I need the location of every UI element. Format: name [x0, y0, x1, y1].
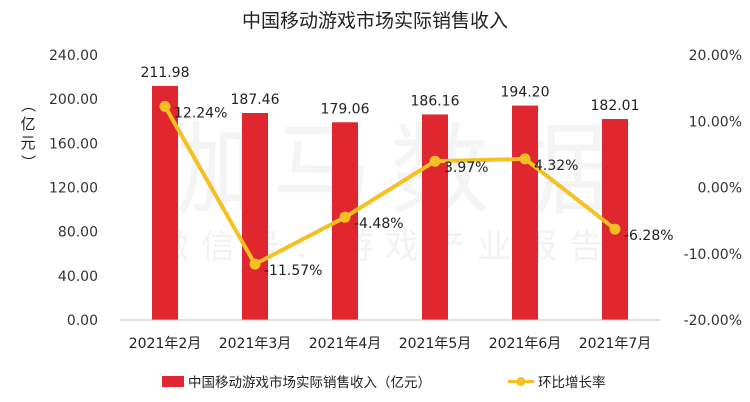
- bar-value-label: 211.98: [141, 65, 190, 81]
- line-point: [429, 155, 441, 167]
- y-left-tick-label: 80.00: [58, 225, 98, 241]
- line-point: [609, 223, 621, 235]
- bar: [512, 105, 538, 320]
- line-point: [249, 258, 261, 270]
- line-value-label: -11.57%: [264, 263, 322, 279]
- bar-value-label: 186.16: [411, 93, 460, 109]
- legend-label-bar: 中国移动游戏市场实际销售收入（亿元）: [188, 374, 431, 391]
- bar: [602, 119, 628, 320]
- bar-value-label: 179.06: [321, 101, 370, 117]
- line-path: [163, 105, 617, 267]
- line-value-label: -6.28%: [624, 228, 674, 244]
- y-axis-left-label-char: 元: [20, 134, 35, 152]
- y-axis-left-ticks: 0.00 40.00 80.00 120.00 160.00 200.00 240.00: [49, 48, 98, 329]
- line-series: [159, 100, 621, 270]
- bar-value-label: 187.46: [231, 92, 280, 108]
- y-left-tick-label: 40.00: [58, 269, 98, 285]
- y-right-tick-label: -20.00%: [684, 313, 742, 329]
- line-value-labels: 12.24% -11.57% -4.48% 3.97% 4.32% -6.28%: [174, 105, 674, 279]
- bar-value-labels: 211.98 187.46 179.06 186.16 194.20 182.01: [141, 65, 640, 117]
- y-axis-left-label-char: （: [19, 97, 37, 112]
- line-value-label: 3.97%: [444, 160, 488, 176]
- line-value-label: 12.24%: [174, 105, 227, 121]
- legend-marker-line: [516, 377, 526, 386]
- y-right-tick-label: 0.00%: [698, 181, 742, 197]
- x-tick-label: 2021年7月: [579, 336, 652, 352]
- x-tick-label: 2021年2月: [129, 336, 202, 352]
- bar-value-label: 194.20: [501, 85, 550, 101]
- x-tick-label: 2021年4月: [309, 336, 382, 352]
- y-left-tick-label: 200.00: [49, 92, 98, 108]
- y-right-tick-label: 10.00%: [689, 114, 742, 130]
- line-value-label: 4.32%: [534, 158, 578, 174]
- y-left-tick-label: 0.00: [67, 313, 98, 329]
- watermark-sub: 微信号：游戏产业报告: [155, 227, 615, 267]
- y-left-tick-label: 120.00: [49, 181, 98, 197]
- bar: [242, 113, 268, 321]
- x-tick-label: 2021年5月: [399, 336, 472, 352]
- line-value-label: -4.48%: [354, 216, 404, 232]
- line-point: [519, 153, 531, 165]
- line-point: [339, 211, 351, 223]
- chart-title: 中国移动游戏市场实际销售收入: [242, 10, 508, 32]
- y-left-tick-label: 240.00: [49, 48, 98, 64]
- y-axis-left-label-char: ）: [19, 154, 37, 169]
- legend: 中国移动游戏市场实际销售收入（亿元） 环比增长率: [162, 374, 606, 391]
- y-left-tick-label: 160.00: [49, 136, 98, 152]
- y-right-tick-label: -10.00%: [684, 247, 742, 263]
- y-axis-left-label: （ 亿元 ）: [19, 97, 37, 169]
- legend-swatch-bar: [162, 376, 184, 387]
- x-tick-label: 2021年3月: [219, 336, 292, 352]
- y-axis-right-ticks: -20.00% -10.00% 0.00% 10.00% 20.00%: [684, 48, 742, 329]
- x-axis-ticks: 2021年2月 2021年3月 2021年4月 2021年5月 2021年6月 2021年…: [129, 336, 652, 352]
- bar-value-label: 182.01: [591, 98, 640, 114]
- line-point: [159, 100, 171, 112]
- bar: [422, 114, 448, 320]
- x-tick-label: 2021年6月: [489, 336, 562, 352]
- legend-label-line: 环比增长率: [538, 374, 606, 391]
- y-axis-left-label-char: 亿: [20, 115, 35, 133]
- y-right-tick-label: 20.00%: [689, 48, 742, 64]
